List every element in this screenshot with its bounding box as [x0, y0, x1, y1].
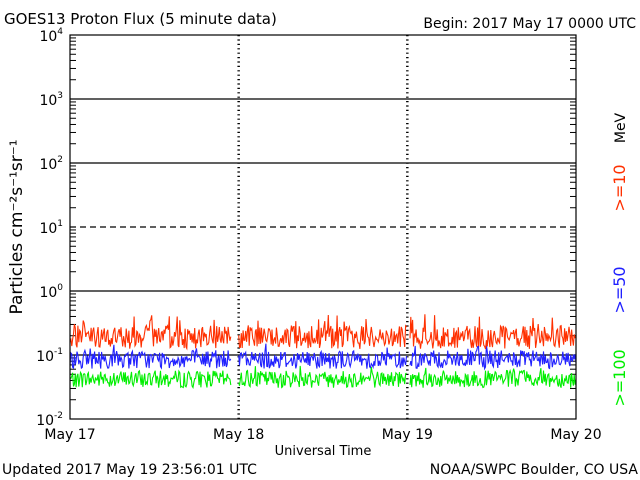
x-tick-label: May 20	[550, 427, 601, 443]
legend-ge100: >=100	[610, 349, 629, 406]
x-axis-label: Universal Time	[275, 444, 372, 459]
y-tick-labels: 10-2 10-1 100 101 102 103 104	[36, 27, 63, 429]
y-tick-label: 102	[39, 155, 63, 173]
series-line	[69, 314, 577, 351]
x-tick-label: May 19	[382, 427, 433, 443]
x-tick-labels: May 17 May 18 May 19 May 20	[44, 427, 601, 443]
credit-label: NOAA/SWPC Boulder, CO USA	[430, 462, 639, 478]
x-tick-label: May 18	[213, 427, 264, 443]
y-tick-label: 10-2	[36, 411, 63, 429]
series-line	[69, 343, 577, 371]
updated-label: Updated 2017 May 19 23:56:01 UTC	[2, 462, 257, 478]
flux-series	[69, 314, 577, 389]
threshold-lines	[70, 98, 576, 356]
y-tick-label: 100	[39, 283, 63, 301]
y-tick-label: 10-1	[36, 347, 63, 365]
y-tick-label: 101	[39, 219, 63, 237]
begin-label: Begin: 2017 May 17 0000 UTC	[423, 16, 636, 32]
legend-ge50: >=50	[610, 266, 629, 313]
series-line	[69, 365, 577, 389]
y-tick-label: 104	[39, 27, 63, 45]
plot-frame	[69, 34, 577, 420]
x-tick-label: May 17	[44, 427, 95, 443]
y-axis-label: Particles cm⁻²s⁻¹sr⁻¹	[7, 139, 27, 314]
y-tick-label: 103	[39, 91, 63, 109]
unit-label: MeV	[613, 112, 629, 143]
legend-ge10: >=10	[610, 164, 629, 211]
chart-title: GOES13 Proton Flux (5 minute data)	[4, 10, 277, 28]
